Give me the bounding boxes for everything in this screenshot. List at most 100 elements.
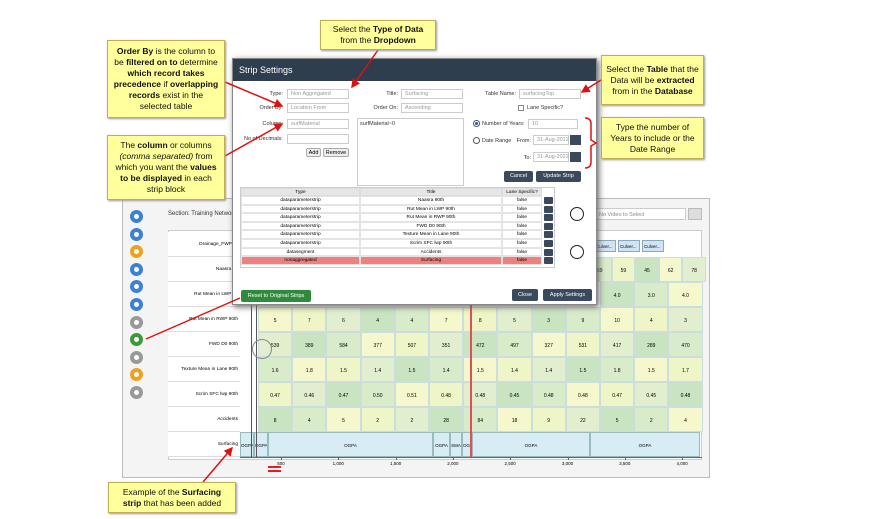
- toolbar-icon[interactable]: [130, 262, 143, 276]
- list-item[interactable]: surfMaterial~0: [360, 121, 396, 127]
- video-select[interactable]: No Video to Select: [594, 208, 686, 220]
- toolbar-icon[interactable]: [130, 227, 143, 241]
- move-down[interactable]: [570, 245, 584, 259]
- callout-run: values to be displayed: [120, 162, 217, 183]
- table-cell[interactable]: Surfacing: [360, 256, 502, 265]
- table-cell[interactable]: false: [502, 204, 542, 214]
- table-cell[interactable]: dataparameterstrip: [241, 196, 360, 205]
- strip-cell: 5: [600, 407, 635, 432]
- callout: Select the Table that the Data will be e…: [601, 55, 704, 105]
- button[interactable]: Close: [512, 289, 538, 301]
- table-cell[interactable]: Naasra 90th: [360, 196, 502, 205]
- button[interactable]: Update Strip: [536, 171, 581, 182]
- table-cell[interactable]: Accidents: [360, 247, 502, 257]
- table-cell[interactable]: Rut Mean in RWP 90th: [360, 213, 502, 222]
- surfacing-segment: OGPA: [268, 432, 433, 457]
- strip-cell: 9: [531, 407, 566, 432]
- strip-cell: 1.4: [360, 357, 395, 382]
- select[interactable]: Ascending: [401, 103, 463, 113]
- toolbar-icon[interactable]: [130, 298, 143, 311]
- delete-icon[interactable]: [544, 205, 553, 213]
- radio[interactable]: [473, 137, 480, 144]
- toolbar-icon[interactable]: [130, 245, 143, 259]
- table-cell[interactable]: dataparameterstrip: [241, 213, 360, 222]
- video-button[interactable]: [688, 208, 702, 220]
- text-input[interactable]: Surfacing: [401, 89, 463, 99]
- checkbox-label: Lane Specific?: [527, 105, 564, 111]
- text-input[interactable]: [287, 134, 349, 144]
- table-cell[interactable]: nonaggregated: [241, 256, 360, 265]
- table-cell[interactable]: Rut Mean in LWP 90th: [360, 204, 502, 214]
- text-input[interactable]: 10: [528, 119, 578, 129]
- button[interactable]: Remove: [323, 148, 349, 157]
- strip-label: Drainage_FWP (A: [168, 232, 240, 257]
- table-cell[interactable]: false: [502, 213, 542, 222]
- calendar-button[interactable]: [570, 152, 581, 162]
- delete-icon[interactable]: [544, 214, 553, 222]
- delete-icon[interactable]: [544, 257, 553, 265]
- toolbar-icon[interactable]: [130, 333, 143, 347]
- table-cell[interactable]: FWD D0 90th: [360, 221, 502, 231]
- table-cell[interactable]: false: [502, 221, 542, 231]
- table-cell[interactable]: Scrim SFC lwp 90th: [360, 239, 502, 248]
- select[interactable]: Location From: [287, 103, 349, 113]
- select[interactable]: surfMaterial: [287, 119, 349, 129]
- table-cell[interactable]: dataparameterstrip: [241, 230, 360, 239]
- strip-cell: 18: [497, 407, 532, 432]
- table-cell[interactable]: false: [502, 239, 542, 248]
- field-label: To:: [523, 155, 531, 161]
- x-tick: [281, 457, 282, 460]
- strip-label: Naasra 90: [168, 257, 240, 282]
- toolbar-icon[interactable]: [130, 386, 143, 399]
- strip-cell: 78: [682, 257, 706, 282]
- move-up[interactable]: [570, 207, 584, 221]
- strip-cell: 389: [292, 332, 327, 357]
- button[interactable]: Cancel: [504, 171, 533, 182]
- table-cell[interactable]: Texture Mean in Lane 90th: [360, 230, 502, 239]
- strip-cell: 5: [497, 307, 532, 332]
- delete-icon[interactable]: [544, 240, 553, 247]
- delete-icon[interactable]: [544, 222, 553, 230]
- icon-glyph: [134, 266, 139, 272]
- listbox[interactable]: surfMaterial~0: [357, 118, 464, 186]
- text-input[interactable]: surfacingTop: [519, 89, 581, 99]
- table-cell[interactable]: dataparameterstrip: [241, 239, 360, 248]
- toolbar-icon[interactable]: [130, 350, 143, 364]
- toolbar-icon[interactable]: [130, 280, 143, 294]
- callout: The column or columns (comma separated) …: [107, 135, 225, 200]
- strip-cell: 9: [565, 307, 600, 332]
- delete-icon[interactable]: [544, 248, 553, 256]
- delete-icon[interactable]: [544, 197, 553, 204]
- table-cell[interactable]: datasegment: [241, 247, 360, 257]
- strip-label: Accidents: [168, 407, 240, 432]
- table-cell[interactable]: false: [502, 256, 542, 265]
- strip-cell: 4: [634, 307, 669, 332]
- callout-run: Type of Data: [372, 24, 424, 34]
- text-input[interactable]: 31-Aug-2022: [533, 152, 569, 162]
- select[interactable]: Non Aggregated: [287, 89, 349, 99]
- calendar-button[interactable]: [570, 135, 581, 145]
- toolbar-icon[interactable]: [130, 368, 143, 382]
- text-input[interactable]: 31-Aug-2012: [533, 135, 569, 145]
- button[interactable]: Reset to Original Strips: [241, 290, 311, 302]
- x-tick: [510, 457, 512, 460]
- table-cell[interactable]: false: [502, 247, 542, 257]
- radio[interactable]: [473, 120, 480, 127]
- toolbar-icon[interactable]: [130, 315, 143, 329]
- table-cell[interactable]: dataparameterstrip: [241, 221, 360, 231]
- button[interactable]: Apply Settings: [543, 289, 592, 301]
- table-cell[interactable]: dataparameterstrip: [241, 204, 360, 214]
- table-cell[interactable]: false: [502, 230, 542, 239]
- toolbar-icon[interactable]: [130, 210, 143, 223]
- callout-run: Select the: [332, 24, 373, 34]
- strip-cell: 1.5: [634, 357, 669, 382]
- table-cell[interactable]: false: [502, 196, 542, 205]
- delete-icon[interactable]: [544, 231, 553, 239]
- button[interactable]: Add: [306, 148, 321, 157]
- cursor-circle: [252, 339, 272, 359]
- surfacing-segment: OGPA: [472, 432, 590, 457]
- strip-cell: Culver...: [594, 240, 616, 252]
- x-tick-label: 500: [277, 461, 285, 466]
- strip-cell: 1.8: [600, 357, 635, 382]
- checkbox[interactable]: [518, 105, 524, 111]
